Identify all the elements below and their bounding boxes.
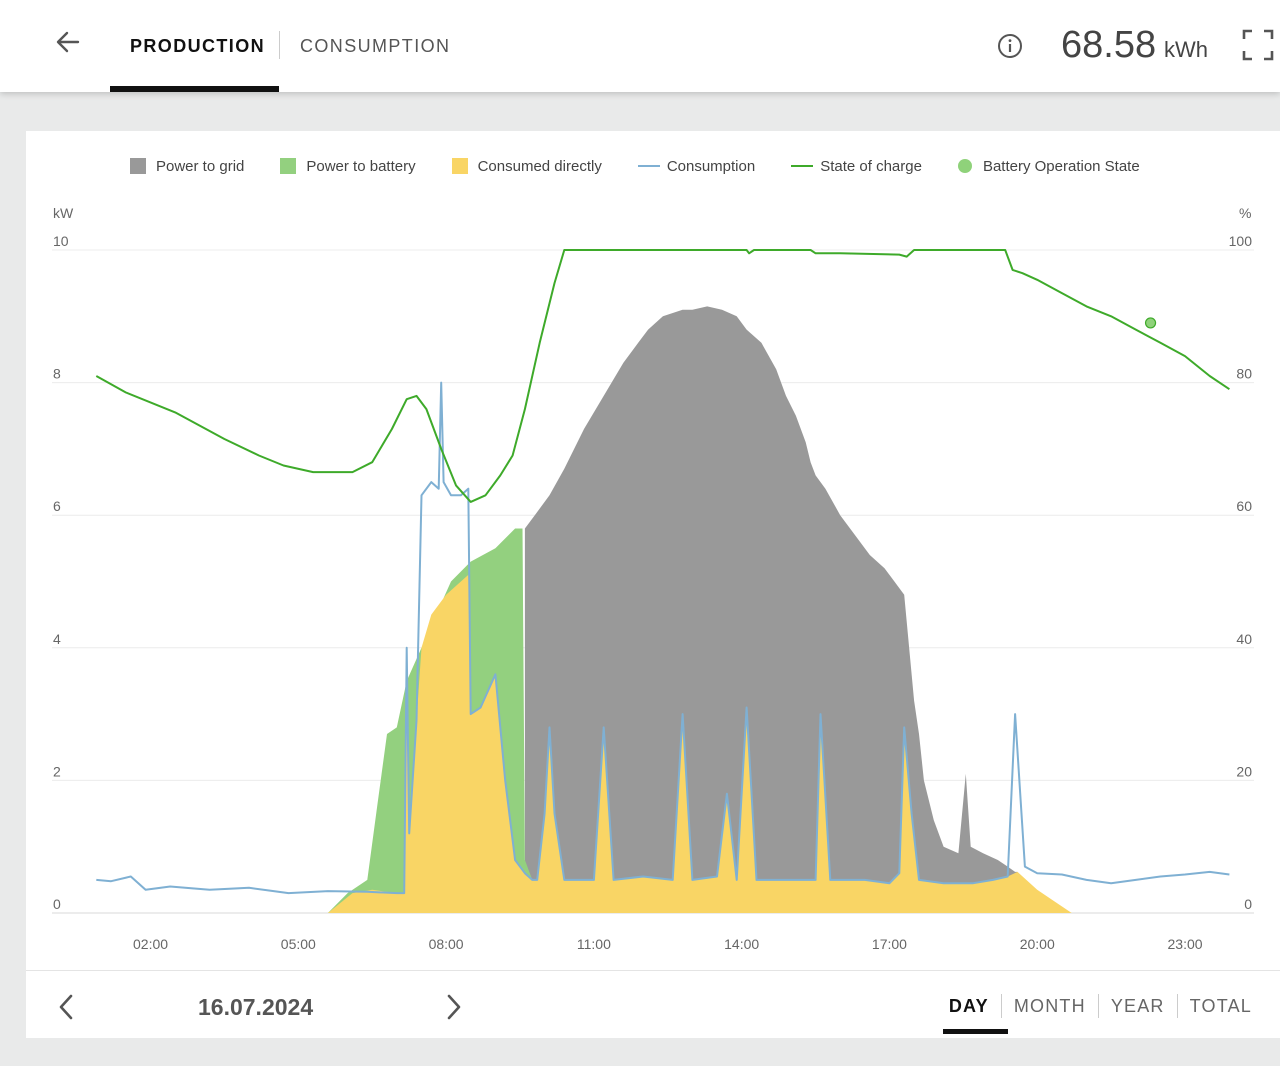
legend-swatch <box>130 158 146 174</box>
x-tick-label: 14:00 <box>724 936 759 952</box>
y2-tick-label: 20 <box>1236 763 1252 779</box>
x-tick-label: 17:00 <box>872 936 907 952</box>
left-axis-unit: kW <box>53 205 74 221</box>
range-separator <box>1000 994 1002 1018</box>
range-selector: DAY MONTH YEAR TOTAL <box>937 993 1264 1019</box>
y-tick-label: 4 <box>53 631 61 647</box>
y2-tick-label: 40 <box>1236 631 1252 647</box>
previous-day-button[interactable] <box>52 989 82 1025</box>
power-to-grid-area <box>524 306 1018 913</box>
legend-item-power-to-battery[interactable]: Power to battery <box>280 157 416 175</box>
y-tick-label: 6 <box>53 498 61 514</box>
chevron-left-icon <box>59 994 73 1020</box>
x-tick-label: 23:00 <box>1168 936 1203 952</box>
x-tick-label: 08:00 <box>429 936 464 952</box>
selected-date[interactable]: 16.07.2024 <box>198 994 314 1020</box>
next-day-button[interactable] <box>438 989 468 1025</box>
legend-swatch <box>791 165 814 167</box>
range-separator <box>1097 994 1099 1018</box>
y-tick-label: 10 <box>53 233 69 249</box>
range-tab-total[interactable]: TOTAL <box>1189 996 1252 1016</box>
consumption-line <box>96 381 1230 895</box>
legend-label: Power to battery <box>306 157 416 175</box>
x-tick-label: 02:00 <box>133 936 168 952</box>
legend-swatch <box>637 165 660 167</box>
top-bar: PRODUCTION CONSUMPTION 68.58 kWh <box>0 0 1280 92</box>
range-separator <box>1176 994 1178 1018</box>
active-tab-indicator <box>110 86 279 92</box>
legend-item-battery-operation-state[interactable]: Battery Operation State <box>957 157 1140 175</box>
chart-card: Power to grid Power to battery Consumed … <box>26 131 1280 1038</box>
arrow-left-icon <box>56 31 80 53</box>
tab-production[interactable]: PRODUCTION <box>130 36 265 56</box>
range-tab-day[interactable]: DAY <box>948 996 989 1016</box>
legend-label: Power to grid <box>156 157 245 175</box>
legend-label: Battery Operation State <box>982 157 1140 175</box>
state-of-charge-line <box>95 249 1230 503</box>
legend-label: Consumption <box>666 157 756 175</box>
y-tick-label: 0 <box>53 896 61 912</box>
footer-divider <box>26 970 1280 971</box>
legend-item-consumption[interactable]: Consumption <box>637 157 756 175</box>
legend-label: State of charge <box>820 157 922 175</box>
legend-swatch <box>451 158 468 174</box>
y2-tick-label: 0 <box>1244 896 1252 912</box>
legend-item-state-of-charge[interactable]: State of charge <box>791 158 922 175</box>
legend-item-power-to-grid[interactable]: Power to grid <box>130 158 244 175</box>
chevron-right-icon <box>447 994 461 1020</box>
legend-item-consumed-directly[interactable]: Consumed directly <box>451 157 602 175</box>
x-tick-label: 05:00 <box>281 936 316 952</box>
fullscreen-icon <box>1242 29 1274 61</box>
total-energy-value: 68.58 <box>1061 24 1157 66</box>
legend-swatch <box>957 159 972 173</box>
x-tick-label: 20:00 <box>1020 936 1055 952</box>
range-tab-year[interactable]: YEAR <box>1110 996 1165 1016</box>
back-button[interactable] <box>52 26 84 58</box>
active-range-indicator <box>943 1029 1008 1034</box>
battery-operation-state-point <box>1144 317 1157 329</box>
info-circle-icon <box>998 34 1022 58</box>
tab-divider <box>279 31 280 59</box>
total-energy-unit: kWh <box>1164 37 1208 62</box>
legend-swatch <box>280 158 297 174</box>
legend-label: Consumed directly <box>477 157 602 175</box>
info-button[interactable] <box>996 32 1024 60</box>
tab-consumption[interactable]: CONSUMPTION <box>300 36 451 56</box>
y2-tick-label: 60 <box>1236 498 1252 514</box>
y2-tick-label: 80 <box>1236 366 1252 382</box>
x-tick-label: 11:00 <box>577 936 611 952</box>
range-tab-month[interactable]: MONTH <box>1013 996 1086 1016</box>
y-tick-label: 2 <box>53 763 61 779</box>
y-tick-label: 8 <box>53 366 61 382</box>
chart-legend: Power to grid Power to battery Consumed … <box>130 155 1140 177</box>
y2-tick-label: 100 <box>1229 233 1253 249</box>
right-axis-unit: % <box>1239 205 1252 221</box>
fullscreen-button[interactable] <box>1240 27 1276 63</box>
